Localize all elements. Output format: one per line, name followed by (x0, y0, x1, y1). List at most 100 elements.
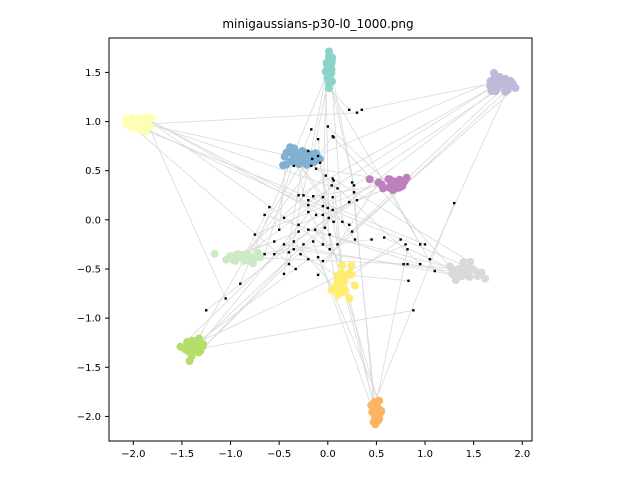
cluster-point (326, 58, 335, 67)
graph-edge (144, 117, 334, 223)
graph-edge (322, 91, 506, 262)
center-point (292, 248, 295, 251)
center-point (297, 230, 300, 233)
center-point (307, 199, 310, 202)
center-point (350, 181, 354, 184)
center-point (314, 167, 318, 170)
graph-edge (333, 137, 451, 267)
center-point (336, 187, 339, 190)
center-point (273, 240, 276, 243)
center-point (292, 164, 295, 167)
center-point (310, 128, 313, 131)
center-point (205, 309, 208, 312)
center-point (302, 194, 305, 197)
cluster-point (506, 77, 515, 85)
x-tick-label: 0.0 (320, 449, 336, 460)
center-point (399, 238, 402, 241)
center-point (419, 262, 422, 266)
cluster-point (332, 282, 341, 291)
center-point (327, 216, 330, 220)
cluster-point (194, 334, 203, 343)
graph-edge (317, 155, 376, 414)
center-point (287, 251, 291, 254)
y-tick-label: −0.5 (77, 264, 101, 275)
x-tick-label: 1.0 (417, 449, 433, 460)
center-point (406, 248, 409, 251)
graph-edge (194, 150, 309, 345)
graph-edge (283, 78, 506, 219)
graph-edge (283, 156, 305, 274)
center-point (326, 125, 329, 128)
cluster-point (452, 266, 461, 275)
cluster-point (465, 273, 474, 281)
graph-edge (327, 126, 394, 189)
center-point (307, 149, 310, 153)
center-point (328, 248, 331, 251)
graph-edge (298, 82, 500, 196)
graph-edge (328, 87, 421, 245)
center-point (307, 210, 310, 214)
graph-edge (144, 117, 350, 226)
cluster-point (325, 47, 333, 56)
center-point (278, 228, 281, 231)
cluster-point (481, 274, 490, 283)
cluster-point (183, 337, 192, 346)
x-tick-label: −1.5 (170, 449, 194, 460)
graph-edge (199, 309, 414, 349)
center-point (331, 208, 334, 212)
cluster-point (136, 125, 144, 134)
graph-edge (180, 214, 317, 347)
center-point (321, 243, 325, 246)
center-point (282, 216, 286, 220)
center-point (287, 262, 291, 266)
cluster-point (466, 257, 475, 266)
center-point (332, 179, 335, 182)
center-point (355, 199, 359, 202)
graph-edge (192, 185, 333, 354)
graph-edge (293, 241, 336, 289)
graph-edge (295, 159, 329, 209)
cluster-point (345, 294, 354, 303)
center-point (355, 111, 359, 114)
cluster-point (226, 252, 234, 261)
center-point (316, 138, 320, 141)
center-point (428, 258, 432, 261)
graph-edge (134, 125, 426, 245)
y-tick-label: −2.0 (77, 412, 101, 423)
graph-edge (264, 159, 295, 255)
cluster-point (282, 148, 291, 157)
graph-edge (330, 65, 343, 222)
center-point (294, 267, 297, 271)
cluster-point (122, 114, 131, 123)
y-tick-label: 1.0 (85, 117, 101, 128)
center-point (331, 177, 334, 180)
center-point (316, 256, 320, 259)
center-point (348, 108, 351, 111)
graph-edge (144, 117, 227, 299)
cluster-point (303, 154, 312, 163)
x-tick-label: −1.0 (218, 449, 242, 460)
cluster-point (245, 253, 254, 262)
graph-edge (239, 65, 331, 284)
graph-edge (205, 89, 496, 311)
cluster-point (256, 253, 265, 262)
graph-edge (351, 87, 516, 232)
center-point (312, 240, 315, 243)
cluster-point (298, 147, 307, 155)
cluster-point (345, 268, 354, 277)
graph-edge (322, 214, 382, 412)
x-axis: −2.0 −1.5 −1.0 −0.5 0.0 0.5 1.0 1.5 2.0 (121, 441, 530, 460)
graph-edge (300, 153, 421, 265)
y-tick-label: 0.0 (85, 215, 101, 226)
center-point (302, 243, 305, 246)
y-tick-label: −1.0 (77, 314, 101, 325)
graph-edge (144, 121, 338, 189)
center-point (253, 233, 257, 236)
center-point (314, 228, 317, 231)
center-point (299, 253, 302, 256)
center-point (321, 204, 325, 208)
plot-frame (108, 37, 533, 442)
cluster-point (459, 258, 468, 267)
cluster-point (379, 184, 388, 193)
